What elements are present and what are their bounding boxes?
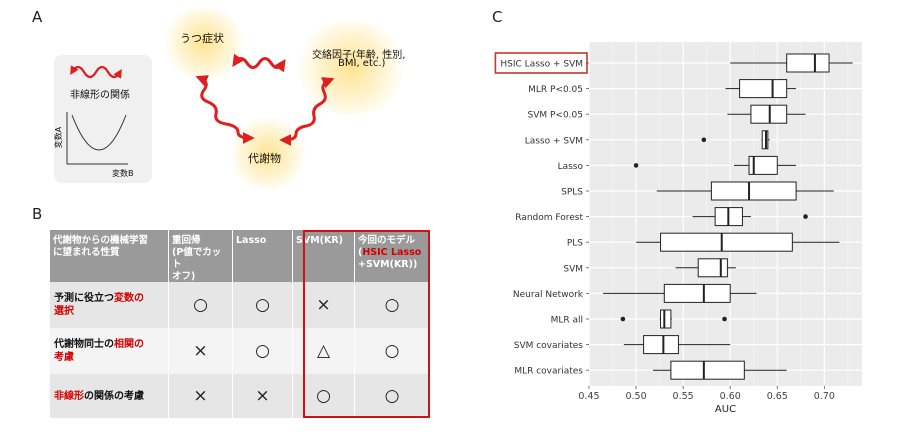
x-tick-label: 0.45: [578, 391, 599, 402]
header-model-paren: (: [358, 247, 363, 258]
header-lasso-text: Lasso: [236, 235, 267, 246]
box: [748, 155, 778, 175]
row1-model-symbol: ○: [355, 282, 430, 328]
depression-label: うつ症状: [180, 32, 224, 45]
header-lasso: Lasso: [233, 230, 293, 282]
outlier-point: [620, 316, 626, 322]
arrow-depression-confounders: [232, 53, 286, 73]
row-label-correlation: 代謝物同士の相関の考慮: [50, 328, 169, 374]
x-tick-label: 0.65: [767, 391, 788, 402]
y-tick-label: Lasso: [558, 162, 584, 172]
box: [660, 232, 793, 252]
outlier-point: [633, 163, 639, 168]
panel-label-b: B: [32, 205, 43, 223]
row1-label-part3: 選択: [54, 306, 74, 317]
box: [697, 258, 728, 278]
confounders-label-line2: BMI, etc.): [338, 58, 386, 69]
row3-label-part2: の関係の考慮: [84, 390, 144, 402]
table-header-row: 代謝物からの機械学習 に望まれる性質 重回帰 (P値でカット オフ) Lasso…: [50, 230, 430, 282]
x-tick-label: 0.70: [814, 391, 835, 402]
y-tick-label: MLR P<0.05: [528, 85, 583, 95]
confounders-label-line1: 交絡因子(年齢, 性別,: [312, 50, 406, 61]
row3-lasso-symbol: ×: [233, 374, 293, 418]
header-mlr-line1: 重回帰: [172, 235, 201, 246]
box: [663, 283, 731, 303]
row-label-nonlinear: 非線形 の関係の考慮: [50, 374, 169, 418]
x-tick-label: 0.55: [673, 391, 694, 402]
row2-lasso-symbol: ○: [233, 328, 293, 374]
header-mlr: 重回帰 (P値でカット オフ): [169, 230, 233, 282]
row1-label-part2: 変数の: [114, 293, 144, 304]
box: [710, 181, 797, 201]
panel-a-diagram: うつ症状 交絡因子(年齢, 性別, BMI, etc.) 代謝物 非線形の関係 …: [0, 0, 450, 200]
inset-x-label: 変数B: [112, 169, 134, 178]
header-property-line1: 代謝物からの機械学習: [53, 235, 149, 246]
row2-label-part2: 相関の: [114, 339, 144, 350]
y-tick-label: Random Forest: [515, 213, 583, 223]
header-model-line2: (HSIC Lasso: [358, 247, 421, 259]
header-property-line2: に望まれる性質: [53, 247, 120, 258]
metabolite-label: 代謝物: [248, 152, 281, 165]
inset-title: 非線形の関係: [70, 90, 130, 101]
arrow-confounders-metabolite: [279, 77, 335, 146]
outlier-point: [803, 214, 808, 219]
arrow-depression-metabolite: [195, 75, 255, 144]
box: [643, 335, 679, 355]
header-svm-text: SVM(KR): [296, 235, 344, 246]
row3-label-part1: 非線形: [54, 390, 84, 402]
inset-y-label: 変数A: [54, 126, 64, 149]
auc-boxplot-chart: 0.45 0.50 0.55 0.60 0.65 0.70 AUC HSIC Lasso + …: [494, 42, 862, 415]
row-label-variable-selection: 予測に役立つ変数の選択: [50, 282, 169, 328]
row2-label-part3: 考慮: [54, 352, 74, 363]
x-axis-label: AUC: [715, 404, 736, 415]
y-tick-label: HSIC Lasso + SVM: [500, 60, 583, 70]
header-property: 代謝物からの機械学習 に望まれる性質: [50, 230, 169, 282]
header-current-model: 今回のモデル (HSIC Lasso +SVM(KR)): [355, 230, 430, 282]
panel-a-arrows: [66, 53, 335, 165]
box: [660, 309, 672, 329]
row3-model-symbol: ○: [355, 374, 430, 418]
table-row: 非線形 の関係の考慮 × × ○ ○: [50, 374, 430, 418]
y-tick-label: Neural Network: [513, 290, 584, 300]
outlier-point: [722, 316, 727, 322]
header-model-hsic: HSIC Lasso: [362, 247, 422, 258]
row1-lasso-symbol: ○: [233, 282, 293, 328]
y-tick-label: SVM: [563, 264, 583, 274]
row1-label-part1: 予測に役立つ: [54, 293, 114, 304]
panel-label-a: A: [32, 8, 43, 26]
highlight-label-box: [494, 52, 588, 74]
header-model-line3: +SVM(KR)): [358, 259, 418, 270]
box: [786, 53, 830, 73]
inset-wavy-arrow: [70, 65, 122, 79]
row2-model-symbol: ○: [355, 328, 430, 374]
y-tick-label: SVM P<0.05: [527, 111, 583, 121]
header-model-line1: 今回のモデル: [358, 235, 416, 246]
y-tick-label: PLS: [567, 239, 583, 249]
y-tick-label: MLR all: [551, 316, 583, 326]
current-model-highlight-box: [303, 230, 430, 418]
x-tick-label: 0.60: [720, 391, 741, 402]
header-mlr-line3: オフ): [172, 271, 196, 282]
row3-mlr-symbol: ×: [169, 374, 233, 418]
box: [739, 79, 788, 99]
y-tick-label: Lasso + SVM: [525, 136, 583, 146]
outlier-point: [701, 137, 707, 143]
y-tick-label: SVM covariates: [514, 341, 584, 351]
y-tick-label: SPLS: [561, 188, 583, 198]
inset-curve: [71, 114, 127, 151]
header-mlr-line2: (P値でカット: [172, 247, 222, 270]
row1-mlr-symbol: ○: [169, 282, 233, 328]
y-tick-label: MLR covariates: [514, 367, 583, 377]
x-tick-label: 0.50: [625, 391, 646, 402]
box: [670, 360, 745, 380]
row2-label-part1: 代謝物同士の: [54, 339, 114, 350]
panel-label-c: C: [492, 8, 503, 26]
row2-mlr-symbol: ×: [169, 328, 233, 374]
